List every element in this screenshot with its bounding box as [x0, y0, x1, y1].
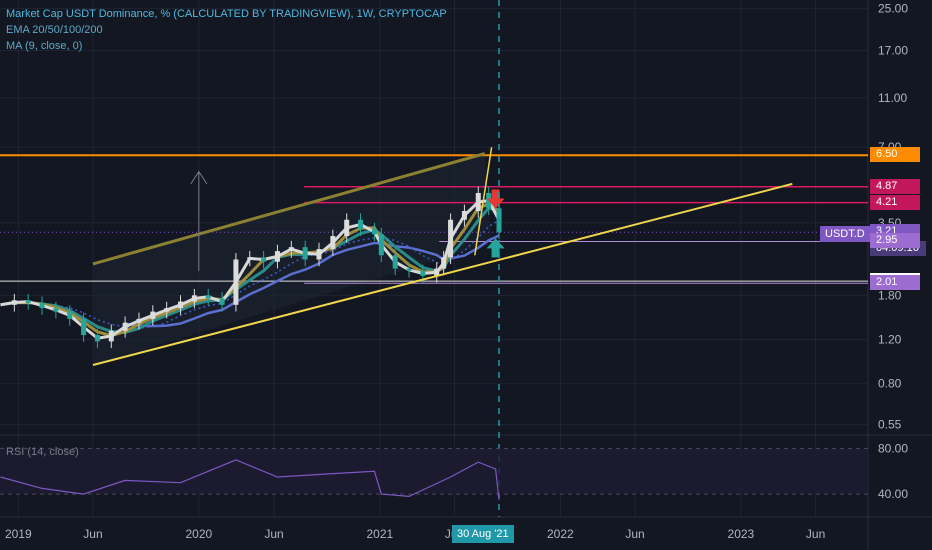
- y-tick-label: 1.20: [878, 333, 902, 347]
- candle-body: [219, 298, 225, 305]
- up-arrow-icon: [486, 238, 505, 258]
- y-tick-label: 1.80: [878, 288, 902, 302]
- candle-body: [67, 311, 73, 319]
- candle-body: [247, 257, 253, 260]
- candle-body: [392, 255, 398, 269]
- channel-fill: [92, 153, 492, 366]
- candle-body: [316, 249, 322, 260]
- candle-body: [164, 308, 170, 312]
- candle-body: [122, 322, 128, 331]
- candle-body: [274, 251, 280, 262]
- chart-legend: Market Cap USDT Dominance, % (CALCULATED…: [6, 6, 447, 54]
- candle-body: [205, 295, 211, 299]
- candle-body: [371, 229, 377, 235]
- candle-body: [108, 330, 114, 342]
- candle-body: [25, 300, 31, 303]
- candle-body: [94, 335, 100, 342]
- x-tick-label: Jun: [83, 527, 102, 541]
- chart-title: Market Cap USDT Dominance, % (CALCULATED…: [6, 8, 447, 20]
- x-tick-label: 2019: [5, 527, 32, 541]
- down-arrow-icon: [486, 189, 505, 209]
- candle-body: [191, 295, 197, 302]
- x-tick-label: 2020: [185, 527, 212, 541]
- price-tag: 4.87: [870, 178, 920, 194]
- candle-body: [288, 247, 294, 252]
- y-tick-label: 0.80: [878, 377, 902, 391]
- rsi-band: [0, 448, 868, 495]
- price-tag: 2.95: [870, 233, 920, 249]
- rsi-tick-label: 40.00: [878, 487, 908, 501]
- price-tag: 4.21: [870, 194, 920, 210]
- candle-body: [81, 318, 87, 336]
- x-tick-label: 2022: [547, 527, 574, 541]
- candle-body: [448, 219, 454, 258]
- x-tick-label: Jun: [625, 527, 644, 541]
- candle-body: [53, 308, 59, 312]
- candle-body: [475, 192, 481, 211]
- candle-body: [344, 219, 350, 237]
- candle-body: [461, 210, 467, 220]
- upper-channel-line: [92, 152, 486, 266]
- candle-body: [406, 268, 412, 271]
- candle-body: [136, 318, 142, 323]
- x-tick-label: 2021: [366, 527, 393, 541]
- candle-body: [302, 247, 308, 260]
- candle-body: [358, 219, 364, 230]
- candle-body: [39, 302, 45, 309]
- candle-body: [261, 257, 267, 262]
- x-tick-label: Jun: [264, 527, 283, 541]
- candle-body: [233, 259, 239, 305]
- candle-body: [330, 236, 336, 250]
- symbol-badge: USDT.D: [820, 226, 870, 242]
- candle-body: [441, 257, 447, 269]
- candle-body: [420, 270, 426, 276]
- rsi-tick-label: 80.00: [878, 441, 908, 455]
- candle-body: [11, 300, 17, 305]
- crosshair-date-badge: 30 Aug '21: [452, 525, 514, 543]
- rsi-legend[interactable]: RSI (14, close): [6, 446, 79, 458]
- candle-body: [150, 311, 156, 319]
- price-tag: 6.50: [870, 147, 920, 163]
- price-tag: 2.01: [870, 275, 920, 291]
- y-tick-label: 11.00: [878, 91, 907, 105]
- ema-indicator-label[interactable]: EMA 20/50/100/200: [6, 24, 103, 36]
- y-tick-label: 0.55: [878, 418, 902, 432]
- x-tick-label: 2023: [728, 527, 755, 541]
- ema-50-line: [0, 206, 500, 335]
- candle-body: [378, 234, 384, 256]
- projection-arrow: [190, 170, 208, 271]
- ma-indicator-label[interactable]: MA (9, close, 0): [6, 40, 83, 52]
- steep-trendline: [474, 147, 493, 256]
- candle-body: [178, 301, 184, 309]
- lower-trendline: [92, 182, 793, 366]
- y-tick-label: 17.00: [878, 43, 908, 57]
- x-tick-label: Jun: [806, 527, 825, 541]
- rsi-line: [0, 459, 500, 500]
- y-tick-label: 25.00: [878, 1, 908, 15]
- candle-body: [434, 268, 440, 276]
